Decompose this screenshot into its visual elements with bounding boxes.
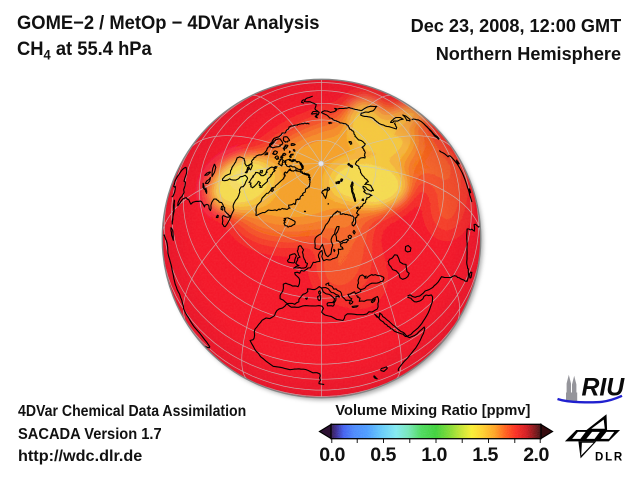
svg-text:DLR: DLR	[595, 451, 624, 463]
